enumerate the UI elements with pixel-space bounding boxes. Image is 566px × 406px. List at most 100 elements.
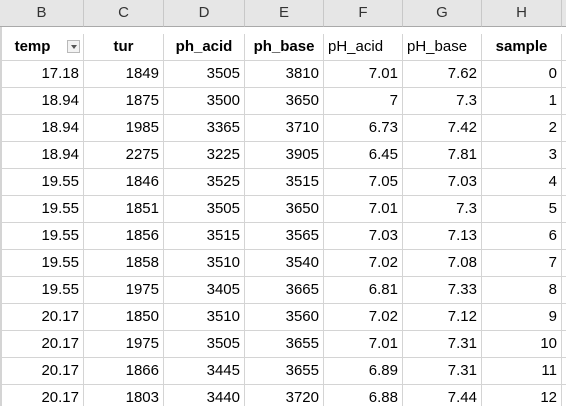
cell-ph-acid-normalized[interactable]: 7.05 — [324, 169, 403, 196]
cell-ph-base-normalized[interactable]: 7.33 — [403, 277, 482, 304]
cell-sample[interactable]: 0 — [482, 61, 562, 88]
cell-ph-acid-normalized[interactable]: 6.88 — [324, 385, 403, 406]
header-cell-tur[interactable]: tur — [84, 34, 164, 61]
cell-temp[interactable]: 19.55 — [0, 277, 84, 304]
header-cell-ph-acid[interactable]: ph_acid — [164, 34, 245, 61]
cell-ph-base[interactable]: 3560 — [245, 304, 324, 331]
cell-ph-base[interactable]: 3565 — [245, 223, 324, 250]
cell-ph-base-normalized[interactable]: 7.03 — [403, 169, 482, 196]
cell-ph-base[interactable]: 3665 — [245, 277, 324, 304]
cell-ph-base-normalized[interactable]: 7.31 — [403, 358, 482, 385]
cell-tur[interactable]: 1850 — [84, 304, 164, 331]
cell-temp[interactable]: 18.94 — [0, 115, 84, 142]
empty-cell[interactable] — [562, 250, 566, 277]
cell-sample[interactable]: 5 — [482, 196, 562, 223]
cell-ph-acid-normalized[interactable]: 7.01 — [324, 61, 403, 88]
cell-temp[interactable]: 20.17 — [0, 385, 84, 406]
empty-cell[interactable] — [562, 88, 566, 115]
empty-cell[interactable] — [562, 331, 566, 358]
cell-tur[interactable]: 1849 — [84, 61, 164, 88]
cell-ph-acid[interactable]: 3445 — [164, 358, 245, 385]
cell-ph-acid[interactable]: 3405 — [164, 277, 245, 304]
cell-ph-base[interactable]: 3655 — [245, 331, 324, 358]
cell-sample[interactable]: 4 — [482, 169, 562, 196]
cell-tur[interactable]: 1975 — [84, 277, 164, 304]
cell-ph-acid-normalized[interactable]: 7.02 — [324, 250, 403, 277]
empty-cell[interactable] — [562, 169, 566, 196]
cell-ph-acid-normalized[interactable]: 7.01 — [324, 196, 403, 223]
cell-tur[interactable]: 1875 — [84, 88, 164, 115]
cell-ph-acid-normalized[interactable]: 7 — [324, 88, 403, 115]
column-header-c[interactable]: C — [84, 0, 164, 27]
empty-cell[interactable] — [562, 34, 566, 61]
empty-cell[interactable] — [562, 385, 566, 406]
cell-sample[interactable]: 10 — [482, 331, 562, 358]
cell-ph-base[interactable]: 3810 — [245, 61, 324, 88]
cell-ph-acid-normalized[interactable]: 6.89 — [324, 358, 403, 385]
cell-ph-base[interactable]: 3655 — [245, 358, 324, 385]
empty-cell[interactable] — [562, 196, 566, 223]
empty-cell[interactable] — [562, 304, 566, 331]
empty-cell[interactable] — [562, 115, 566, 142]
header-cell-ph-base[interactable]: ph_base — [245, 34, 324, 61]
cell-ph-base-normalized[interactable]: 7.13 — [403, 223, 482, 250]
cell-temp[interactable]: 19.55 — [0, 196, 84, 223]
cell-tur[interactable]: 1866 — [84, 358, 164, 385]
cell-tur[interactable]: 1975 — [84, 331, 164, 358]
cell-ph-base-normalized[interactable]: 7.12 — [403, 304, 482, 331]
cell-ph-acid-normalized[interactable]: 7.02 — [324, 304, 403, 331]
cell-ph-acid[interactable]: 3500 — [164, 88, 245, 115]
column-header-h[interactable]: H — [482, 0, 562, 27]
cell-ph-base-normalized[interactable]: 7.08 — [403, 250, 482, 277]
cell-ph-acid[interactable]: 3505 — [164, 331, 245, 358]
cell-ph-base[interactable]: 3515 — [245, 169, 324, 196]
cell-sample[interactable]: 11 — [482, 358, 562, 385]
cell-ph-base[interactable]: 3720 — [245, 385, 324, 406]
cell-temp[interactable]: 19.55 — [0, 223, 84, 250]
cell-tur[interactable]: 2275 — [84, 142, 164, 169]
empty-cell[interactable] — [562, 277, 566, 304]
cell-temp[interactable]: 20.17 — [0, 304, 84, 331]
cell-temp[interactable]: 20.17 — [0, 358, 84, 385]
cell-sample[interactable]: 9 — [482, 304, 562, 331]
cell-ph-acid[interactable]: 3525 — [164, 169, 245, 196]
cell-tur[interactable]: 1851 — [84, 196, 164, 223]
cell-tur[interactable]: 1858 — [84, 250, 164, 277]
header-cell-ph-acid-normalized[interactable]: pH_acid — [324, 34, 403, 61]
empty-cell[interactable] — [562, 223, 566, 250]
cell-tur[interactable]: 1985 — [84, 115, 164, 142]
empty-cell[interactable] — [562, 142, 566, 169]
cell-ph-base-normalized[interactable]: 7.31 — [403, 331, 482, 358]
cell-ph-base[interactable]: 3540 — [245, 250, 324, 277]
cell-ph-base-normalized[interactable]: 7.3 — [403, 88, 482, 115]
cell-ph-acid-normalized[interactable]: 6.73 — [324, 115, 403, 142]
column-header-g[interactable]: G — [403, 0, 482, 27]
cell-temp[interactable]: 17.18 — [0, 61, 84, 88]
cell-temp[interactable]: 18.94 — [0, 142, 84, 169]
cell-temp[interactable]: 20.17 — [0, 331, 84, 358]
cell-ph-base-normalized[interactable]: 7.3 — [403, 196, 482, 223]
filter-dropdown-icon[interactable] — [67, 40, 80, 53]
column-header-b[interactable]: B — [0, 0, 84, 27]
cell-ph-acid[interactable]: 3440 — [164, 385, 245, 406]
cell-sample[interactable]: 12 — [482, 385, 562, 406]
cell-tur[interactable]: 1856 — [84, 223, 164, 250]
cell-ph-acid-normalized[interactable]: 7.03 — [324, 223, 403, 250]
cell-ph-acid-normalized[interactable]: 6.45 — [324, 142, 403, 169]
cell-temp[interactable]: 19.55 — [0, 250, 84, 277]
cell-ph-base[interactable]: 3905 — [245, 142, 324, 169]
cell-sample[interactable]: 7 — [482, 250, 562, 277]
cell-ph-acid-normalized[interactable]: 6.81 — [324, 277, 403, 304]
cell-tur[interactable]: 1846 — [84, 169, 164, 196]
cell-ph-acid[interactable]: 3505 — [164, 196, 245, 223]
cell-ph-base[interactable]: 3650 — [245, 196, 324, 223]
cell-sample[interactable]: 6 — [482, 223, 562, 250]
cell-sample[interactable]: 1 — [482, 88, 562, 115]
cell-ph-base-normalized[interactable]: 7.42 — [403, 115, 482, 142]
cell-ph-acid[interactable]: 3365 — [164, 115, 245, 142]
cell-temp[interactable]: 18.94 — [0, 88, 84, 115]
header-cell-ph-base-normalized[interactable]: pH_base — [403, 34, 482, 61]
cell-ph-acid-normalized[interactable]: 7.01 — [324, 331, 403, 358]
cell-tur[interactable]: 1803 — [84, 385, 164, 406]
cell-sample[interactable]: 2 — [482, 115, 562, 142]
